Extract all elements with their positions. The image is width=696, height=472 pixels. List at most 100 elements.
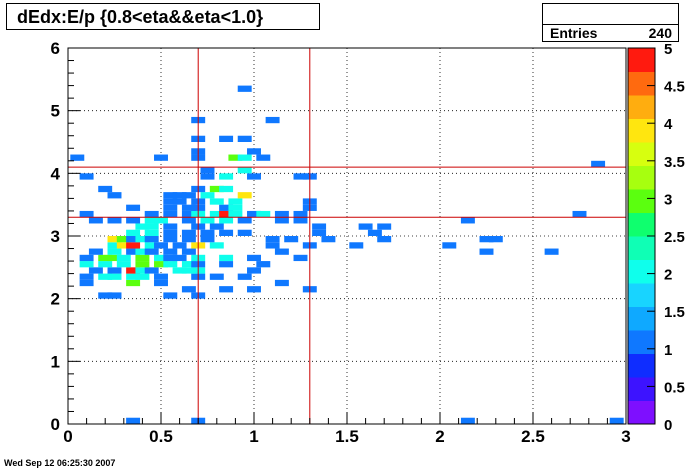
- palette-swatch: [628, 377, 655, 401]
- palette-tick-label: 1: [664, 342, 672, 359]
- heatmap-bin: [144, 267, 159, 274]
- heatmap-bin: [256, 210, 271, 218]
- heatmap-bin: [126, 273, 141, 280]
- heatmap-bin: [181, 286, 196, 293]
- heatmap-bin: [219, 210, 234, 218]
- heatmap-bin: [181, 192, 196, 199]
- heatmap-bin: [442, 242, 457, 249]
- heatmap-bin: [107, 248, 122, 255]
- heatmap-bin: [88, 248, 103, 255]
- heatmap-bin: [181, 204, 196, 211]
- palette-swatch: [628, 48, 655, 72]
- heatmap-bin: [144, 217, 159, 224]
- axes: 0 0.5 1 1.5 2 2.5 3 0 1 2 3 4 5 6: [51, 39, 631, 446]
- heatmap-bin: [312, 229, 327, 236]
- heatmap-bin: [154, 217, 168, 224]
- palette-swatch: [628, 330, 655, 354]
- palette-tick-label: 2.5: [664, 229, 685, 246]
- heatmap-bin: [135, 261, 150, 268]
- heatmap-bin: [154, 261, 168, 268]
- heatmap-bin: [135, 223, 150, 230]
- heatmap-bin: [163, 223, 178, 230]
- heatmap-bin: [274, 210, 289, 218]
- heatmap-bin: [107, 236, 122, 243]
- heatmap-bin: [228, 154, 243, 161]
- heatmap-bin: [572, 210, 587, 218]
- x-tick-label: 0.5: [149, 427, 173, 446]
- heatmap-bin: [377, 223, 392, 230]
- heatmap-bin: [228, 210, 243, 218]
- y-tick-label: 2: [51, 290, 60, 309]
- heatmap-bin: [377, 236, 392, 243]
- heatmap-bin: [154, 273, 168, 280]
- heatmap-bin: [154, 242, 168, 249]
- heatmap-bin: [126, 267, 141, 274]
- heatmap-bin: [247, 267, 261, 274]
- heatmap-bin: [126, 229, 141, 236]
- heatmap-bin: [228, 198, 243, 205]
- heatmap-bin: [209, 223, 224, 230]
- palette-tick-label: 3: [664, 191, 672, 208]
- heatmap-bin: [265, 236, 280, 243]
- heatmap-bin: [200, 229, 215, 236]
- heatmap-bin: [163, 254, 178, 262]
- heatmap-bin: [88, 267, 103, 274]
- heatmap-bin: [200, 192, 215, 199]
- heatmap-bin: [172, 267, 187, 274]
- palette-swatch: [628, 142, 655, 166]
- palette-swatch: [628, 306, 655, 331]
- heatmap-bin: [126, 242, 141, 249]
- palette-tick-label: 2: [664, 267, 672, 284]
- heatmap-bin: [209, 185, 224, 193]
- heatmap-bin: [163, 248, 178, 255]
- heatmap-bin: [144, 223, 159, 230]
- palette-swatch: [628, 95, 655, 119]
- stats-entries-row: Entries 240: [543, 24, 678, 43]
- heatmap-bin: [116, 242, 131, 249]
- heatmap-bin: [181, 267, 196, 274]
- heatmap-bin: [98, 254, 113, 262]
- heatmap-bin: [144, 242, 159, 249]
- timestamp: Wed Sep 12 06:25:30 2007: [4, 458, 116, 468]
- heatmap-bin: [181, 261, 196, 268]
- heatmap-bin: [107, 192, 122, 199]
- palette-swatch: [628, 400, 655, 425]
- heatmap-bin: [181, 236, 196, 243]
- heatmap-bin: [116, 236, 131, 243]
- heatmap-bin: [163, 292, 178, 299]
- heatmap-bin: [200, 217, 215, 224]
- stats-box: Entries 240: [542, 3, 679, 42]
- heatmap-bin: [219, 173, 234, 180]
- heatmap-bin: [79, 254, 94, 262]
- heatmap-bin: [70, 154, 85, 161]
- heatmap-bin: [135, 267, 150, 274]
- heatmap-bin: [181, 248, 196, 255]
- palette-swatch: [628, 212, 655, 237]
- heatmap-bin: [488, 236, 503, 243]
- heatmap-bin: [479, 248, 494, 255]
- palette-swatch: [628, 283, 655, 307]
- heatmap-bin: [135, 273, 150, 280]
- heatmap-bin: [172, 192, 187, 199]
- heatmap-bin: [247, 286, 261, 293]
- heatmap-bin: [107, 242, 122, 249]
- x-tick-label: 1.5: [335, 427, 359, 446]
- heatmap-bin: [200, 173, 215, 180]
- heatmap-bin: [144, 236, 159, 243]
- heatmap-bin: [135, 248, 150, 255]
- heatmap-bin: [98, 261, 113, 268]
- palette-swatch: [628, 71, 655, 96]
- heatmap-bin: [274, 248, 289, 255]
- heatmap-bin: [274, 279, 289, 287]
- heatmap-bin: [256, 261, 271, 268]
- heatmap-bin: [163, 229, 178, 236]
- heatmap-bin: [163, 192, 178, 199]
- heatmap-bin: [88, 217, 103, 224]
- entries-label: Entries: [550, 25, 598, 41]
- heatmap-bin: [284, 236, 299, 243]
- heatmap-bin: [237, 154, 252, 161]
- heatmap-bin: [154, 279, 168, 287]
- palette-tick-label: 0: [664, 417, 672, 434]
- y-tick-label: 3: [51, 227, 60, 246]
- heatmap-bin: [107, 267, 122, 274]
